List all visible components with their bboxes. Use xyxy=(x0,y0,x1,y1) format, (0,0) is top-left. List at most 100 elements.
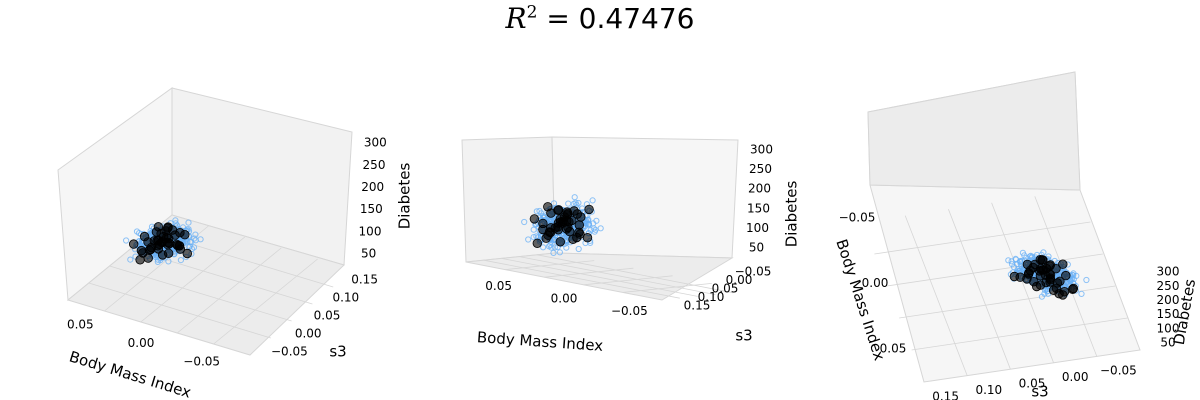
plot1-z-tick-label: 200 xyxy=(361,180,384,194)
plot1-y-tick-label: 0.05 xyxy=(314,309,341,323)
plot2-train-point xyxy=(550,200,558,207)
plot2-y-tick-label: 0.15 xyxy=(684,298,711,312)
plot1-test-point xyxy=(128,239,139,249)
plot2-train-point xyxy=(571,194,578,201)
title-lhs: R xyxy=(505,2,527,35)
plot2-train-point xyxy=(575,245,582,253)
plot1-train-point xyxy=(192,237,199,244)
plot2-test-point xyxy=(555,214,566,224)
plot3-test-point xyxy=(1058,290,1068,300)
plot2-gridline xyxy=(483,259,680,299)
plot3-train-point xyxy=(1041,287,1049,294)
plot2-gridline xyxy=(583,275,673,286)
plot1-test-point xyxy=(153,222,164,232)
plot2-gridline xyxy=(505,260,595,270)
plot3-test-point xyxy=(1061,270,1071,281)
plot1-gridline xyxy=(140,236,246,323)
plot1-test-point xyxy=(164,238,175,249)
plot1-x-tick-label: 0.05 xyxy=(67,318,94,332)
plot3-y-tick-label: −0.05 xyxy=(1100,364,1137,378)
plot1-test-point xyxy=(174,241,185,251)
title-value: = 0.47476 xyxy=(537,2,695,35)
plot2-test-point xyxy=(572,209,583,219)
plot3-z-tick-label: 300 xyxy=(1157,265,1180,279)
plot1-y-tick-label: 0.15 xyxy=(351,273,378,287)
plot3-side-pane xyxy=(869,184,1141,383)
plot1-y-tick-label: 0.00 xyxy=(295,327,322,341)
plot2-y-tick-label: 0.00 xyxy=(726,273,753,287)
plot3-y-tick-label: 0.10 xyxy=(975,383,1002,397)
plot2-x-tick-label: −0.05 xyxy=(611,304,648,318)
plot3-test-point xyxy=(1029,277,1039,287)
plot3-z-tick-label: 200 xyxy=(1157,293,1180,307)
plot2-train-point xyxy=(540,244,547,251)
plot2-train-point xyxy=(565,200,572,207)
plot2-floor-pane xyxy=(465,252,734,301)
plot2-z-tick-label: 50 xyxy=(749,241,764,255)
plot3-train-point xyxy=(1008,258,1015,265)
plot1-gridline xyxy=(88,282,271,339)
plot2-train-point xyxy=(587,227,594,234)
plot2-test-point xyxy=(555,237,566,247)
plot2-test-point xyxy=(574,227,584,238)
plot3-train-point xyxy=(1083,276,1090,284)
plot1-train-point xyxy=(185,226,192,233)
plot2-test-point xyxy=(538,218,548,229)
plot3-test-point xyxy=(1067,284,1078,295)
plot1-test-point xyxy=(182,248,193,259)
plot3-gridline xyxy=(948,209,1011,370)
plot2-gridline xyxy=(501,258,698,297)
plot2-train-point xyxy=(530,234,537,241)
plot1-train-point xyxy=(154,258,161,265)
plot3-z-tick-label: 250 xyxy=(1157,279,1180,293)
plot2-test-point xyxy=(532,238,543,249)
plot3-train-point xyxy=(1078,290,1085,297)
plot3-x-tick-label: 0.05 xyxy=(880,342,907,356)
plot3-train-point xyxy=(1073,272,1080,279)
plot2-train-point xyxy=(593,217,600,224)
plot2-train-point xyxy=(556,249,564,256)
plot3-x-axis-label: Body Mass Index xyxy=(832,237,888,363)
plot2-y-tick-label: −0.05 xyxy=(735,265,772,279)
plot1-train-point xyxy=(123,237,130,244)
plot2-train-point xyxy=(550,249,557,256)
plot1-test-point xyxy=(162,223,173,233)
plot2-x-tick-label: 0.00 xyxy=(551,292,578,306)
plot2-y-axis-label: s3 xyxy=(735,327,752,345)
plot1-gridline xyxy=(176,247,282,334)
plot1-train-point xyxy=(185,219,192,226)
plot2-train-point xyxy=(548,244,555,251)
plot2-test-point xyxy=(553,205,564,215)
plot1-z-tick-label: 150 xyxy=(360,202,383,216)
plot2-z-tick-label: 150 xyxy=(747,201,770,215)
plot1-y-tick-label: 0.10 xyxy=(332,291,359,305)
plot1-z-axis-label: Diabetes xyxy=(396,163,414,230)
plot1-test-point xyxy=(170,230,180,240)
plot3-test-point xyxy=(1045,260,1056,270)
plot2-train-point xyxy=(591,228,598,235)
plot2-z-tick-label: 100 xyxy=(746,221,769,235)
chart-title: R2 = 0.47476 xyxy=(0,2,1200,35)
plot3-gridline xyxy=(874,221,1091,255)
plot2-train-point xyxy=(563,244,570,251)
plot1-test-point xyxy=(139,231,150,242)
plot1-train-point xyxy=(165,258,172,265)
plot1-test-point xyxy=(180,229,190,240)
plot2-gridline xyxy=(622,283,712,293)
plot2-x-tick-label: 0.05 xyxy=(485,279,512,293)
plot2-train-point xyxy=(521,218,528,226)
plot3-test-point xyxy=(1038,255,1048,265)
plot2-z-tick-label: 300 xyxy=(750,142,773,156)
plot2-train-point xyxy=(525,236,532,243)
plot1-x-axis-label: Body Mass Index xyxy=(67,347,193,400)
plot1-z-tick-label: 300 xyxy=(364,136,387,150)
plot2-z-tick-label: 250 xyxy=(749,162,772,176)
plot3-y-tick-label: 0.00 xyxy=(1062,370,1089,384)
plot3-y-tick-label: 0.15 xyxy=(932,389,959,400)
plot2-y-tick-label: 0.05 xyxy=(712,282,739,296)
plot1-gridline xyxy=(109,265,292,322)
plot3-train-point xyxy=(1019,249,1027,256)
plot2-test-point xyxy=(562,210,572,220)
plot2-test-point xyxy=(543,202,553,212)
